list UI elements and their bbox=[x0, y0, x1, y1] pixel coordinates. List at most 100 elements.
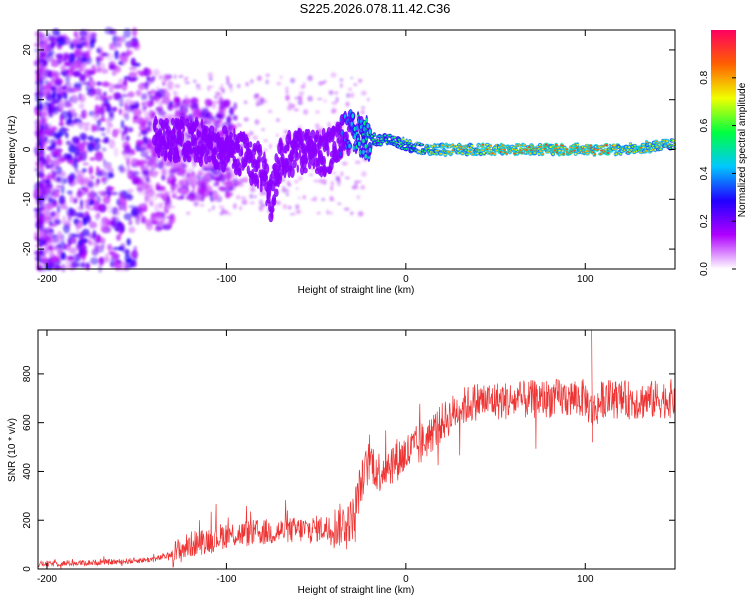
spectrogram-cell bbox=[46, 139, 50, 144]
spectrogram-cell bbox=[165, 215, 174, 220]
spectrogram-cell bbox=[335, 176, 341, 179]
spectrogram-ridge-cell bbox=[286, 140, 290, 152]
spectrogram-cell bbox=[326, 209, 329, 215]
spectrogram-ridge-cell bbox=[301, 130, 305, 142]
spectrogram-cell bbox=[86, 79, 96, 89]
spectrogram-cell bbox=[81, 228, 90, 237]
snr-y-label: SNR (10 * v/v) bbox=[7, 418, 18, 482]
spectrogram-cell bbox=[51, 71, 56, 78]
spectrogram-ridge-core bbox=[549, 146, 553, 149]
spectrogram-ridge-cell bbox=[213, 146, 217, 155]
spectrogram-cell bbox=[130, 40, 140, 48]
spectrogram-cell bbox=[164, 202, 170, 206]
spectrogram-cell bbox=[249, 201, 255, 205]
spectrogram-ridge-cell bbox=[172, 127, 176, 134]
spectrogram-ridge-core bbox=[480, 149, 484, 152]
spectrogram-cell bbox=[152, 217, 160, 221]
spectrogram-cell bbox=[144, 101, 151, 105]
spectrogram-cell bbox=[37, 229, 46, 238]
spectrogram-cell bbox=[62, 215, 67, 225]
spectrogram-cell bbox=[225, 190, 230, 196]
spectrogram-cell bbox=[169, 100, 173, 106]
spectrogram-cell bbox=[150, 145, 156, 153]
spectrogram-ridge-core bbox=[373, 133, 376, 136]
spectrogram-cell bbox=[230, 88, 233, 93]
spectrogram-cell bbox=[57, 31, 61, 37]
spectrogram-cell bbox=[99, 118, 107, 122]
spectrogram-ridge-core bbox=[600, 145, 603, 148]
spectrogram-ridge-core bbox=[529, 152, 532, 155]
spectrogram-ridge-cell bbox=[258, 143, 262, 153]
spectrogram-cell bbox=[54, 71, 61, 79]
spectrogram-cell bbox=[193, 185, 196, 189]
spectrogram-cell bbox=[296, 187, 299, 190]
spectrogram-ridge-core bbox=[405, 147, 408, 150]
spectrogram-cell bbox=[131, 27, 138, 37]
spectrogram-cell bbox=[173, 187, 176, 191]
spectrogram-cell bbox=[79, 37, 87, 41]
spectrogram-cell bbox=[87, 192, 96, 199]
spectrogram-cell bbox=[154, 95, 157, 101]
spectrogram-ridge-cell bbox=[210, 140, 214, 152]
spectrogram-cell bbox=[124, 144, 131, 155]
spectrogram-ridge-core bbox=[505, 152, 509, 155]
snr-y-tick-label: 400 bbox=[22, 463, 33, 480]
spectrogram-cell bbox=[138, 182, 143, 188]
spectrogram-ridge-cell bbox=[207, 155, 212, 163]
spectrogram-cell bbox=[148, 115, 155, 121]
spectrogram-cell bbox=[259, 199, 263, 205]
spectrogram-cell bbox=[169, 205, 176, 209]
spectrogram-cell bbox=[126, 238, 131, 246]
spectrogram-cell bbox=[108, 112, 115, 122]
spectrogram-cell bbox=[178, 75, 184, 78]
spectrogram-cell bbox=[182, 169, 187, 175]
spectrogram-cell bbox=[172, 168, 177, 173]
spectrogram-cell bbox=[171, 180, 176, 186]
spectrogram-cell bbox=[55, 184, 62, 189]
spectrogram-ridge-core bbox=[408, 140, 412, 143]
spectrogram-cell bbox=[156, 185, 161, 192]
spectrogram-cell bbox=[36, 102, 44, 111]
spectrogram-cell bbox=[146, 183, 154, 193]
spectrogram-ridge-core bbox=[468, 151, 472, 153]
spectrogram-cell bbox=[171, 191, 178, 195]
spectrogram-cell bbox=[37, 214, 43, 225]
spectrogram-cell bbox=[264, 99, 268, 104]
spectrogram-cell bbox=[302, 82, 306, 88]
spectrogram-cell bbox=[121, 190, 131, 200]
spectrogram-ridge-core bbox=[557, 146, 560, 149]
spectrogram-cell bbox=[71, 261, 79, 269]
spectrogram-cell bbox=[165, 74, 171, 81]
spectrogram-cell bbox=[337, 202, 342, 205]
spectrogram-cell bbox=[114, 50, 119, 60]
spectrogram-cell bbox=[143, 67, 150, 76]
spectrogram-cell bbox=[96, 81, 102, 86]
spectrogram-ridge-core bbox=[476, 152, 479, 155]
spectrogram-cell bbox=[88, 167, 93, 174]
spectrogram-cell bbox=[215, 114, 223, 119]
spectrogram-cell bbox=[52, 132, 60, 139]
spectrogram-ridge-core bbox=[576, 143, 579, 146]
spectrogram-cell bbox=[67, 212, 72, 222]
spectrogram-cell bbox=[167, 80, 174, 91]
spectrogram-cell bbox=[179, 106, 183, 113]
spectrogram-cell bbox=[275, 201, 281, 205]
spectrogram-ridge-core bbox=[439, 152, 443, 155]
spectrogram-cell bbox=[328, 90, 334, 95]
spectrogram-ridge-core bbox=[402, 138, 405, 141]
spectrogram-cell bbox=[96, 119, 102, 127]
spectrogram-cell bbox=[348, 87, 352, 92]
spectrogram-cell bbox=[184, 112, 187, 118]
spectrogram-ridge-core bbox=[630, 148, 633, 151]
spectrogram-cell bbox=[310, 198, 316, 201]
spectrogram-ridge-core bbox=[565, 148, 569, 151]
spectrogram-ridge-cell bbox=[181, 116, 186, 128]
spectrogram-cell bbox=[113, 147, 119, 158]
spectrogram-cell bbox=[279, 75, 283, 80]
spectrogram-ridge-core bbox=[642, 146, 645, 149]
spectrogram-cell bbox=[89, 157, 96, 161]
spectrogram-cell bbox=[276, 133, 279, 137]
spectrogram-cell bbox=[144, 81, 149, 90]
spectrogram-cell bbox=[218, 173, 227, 182]
